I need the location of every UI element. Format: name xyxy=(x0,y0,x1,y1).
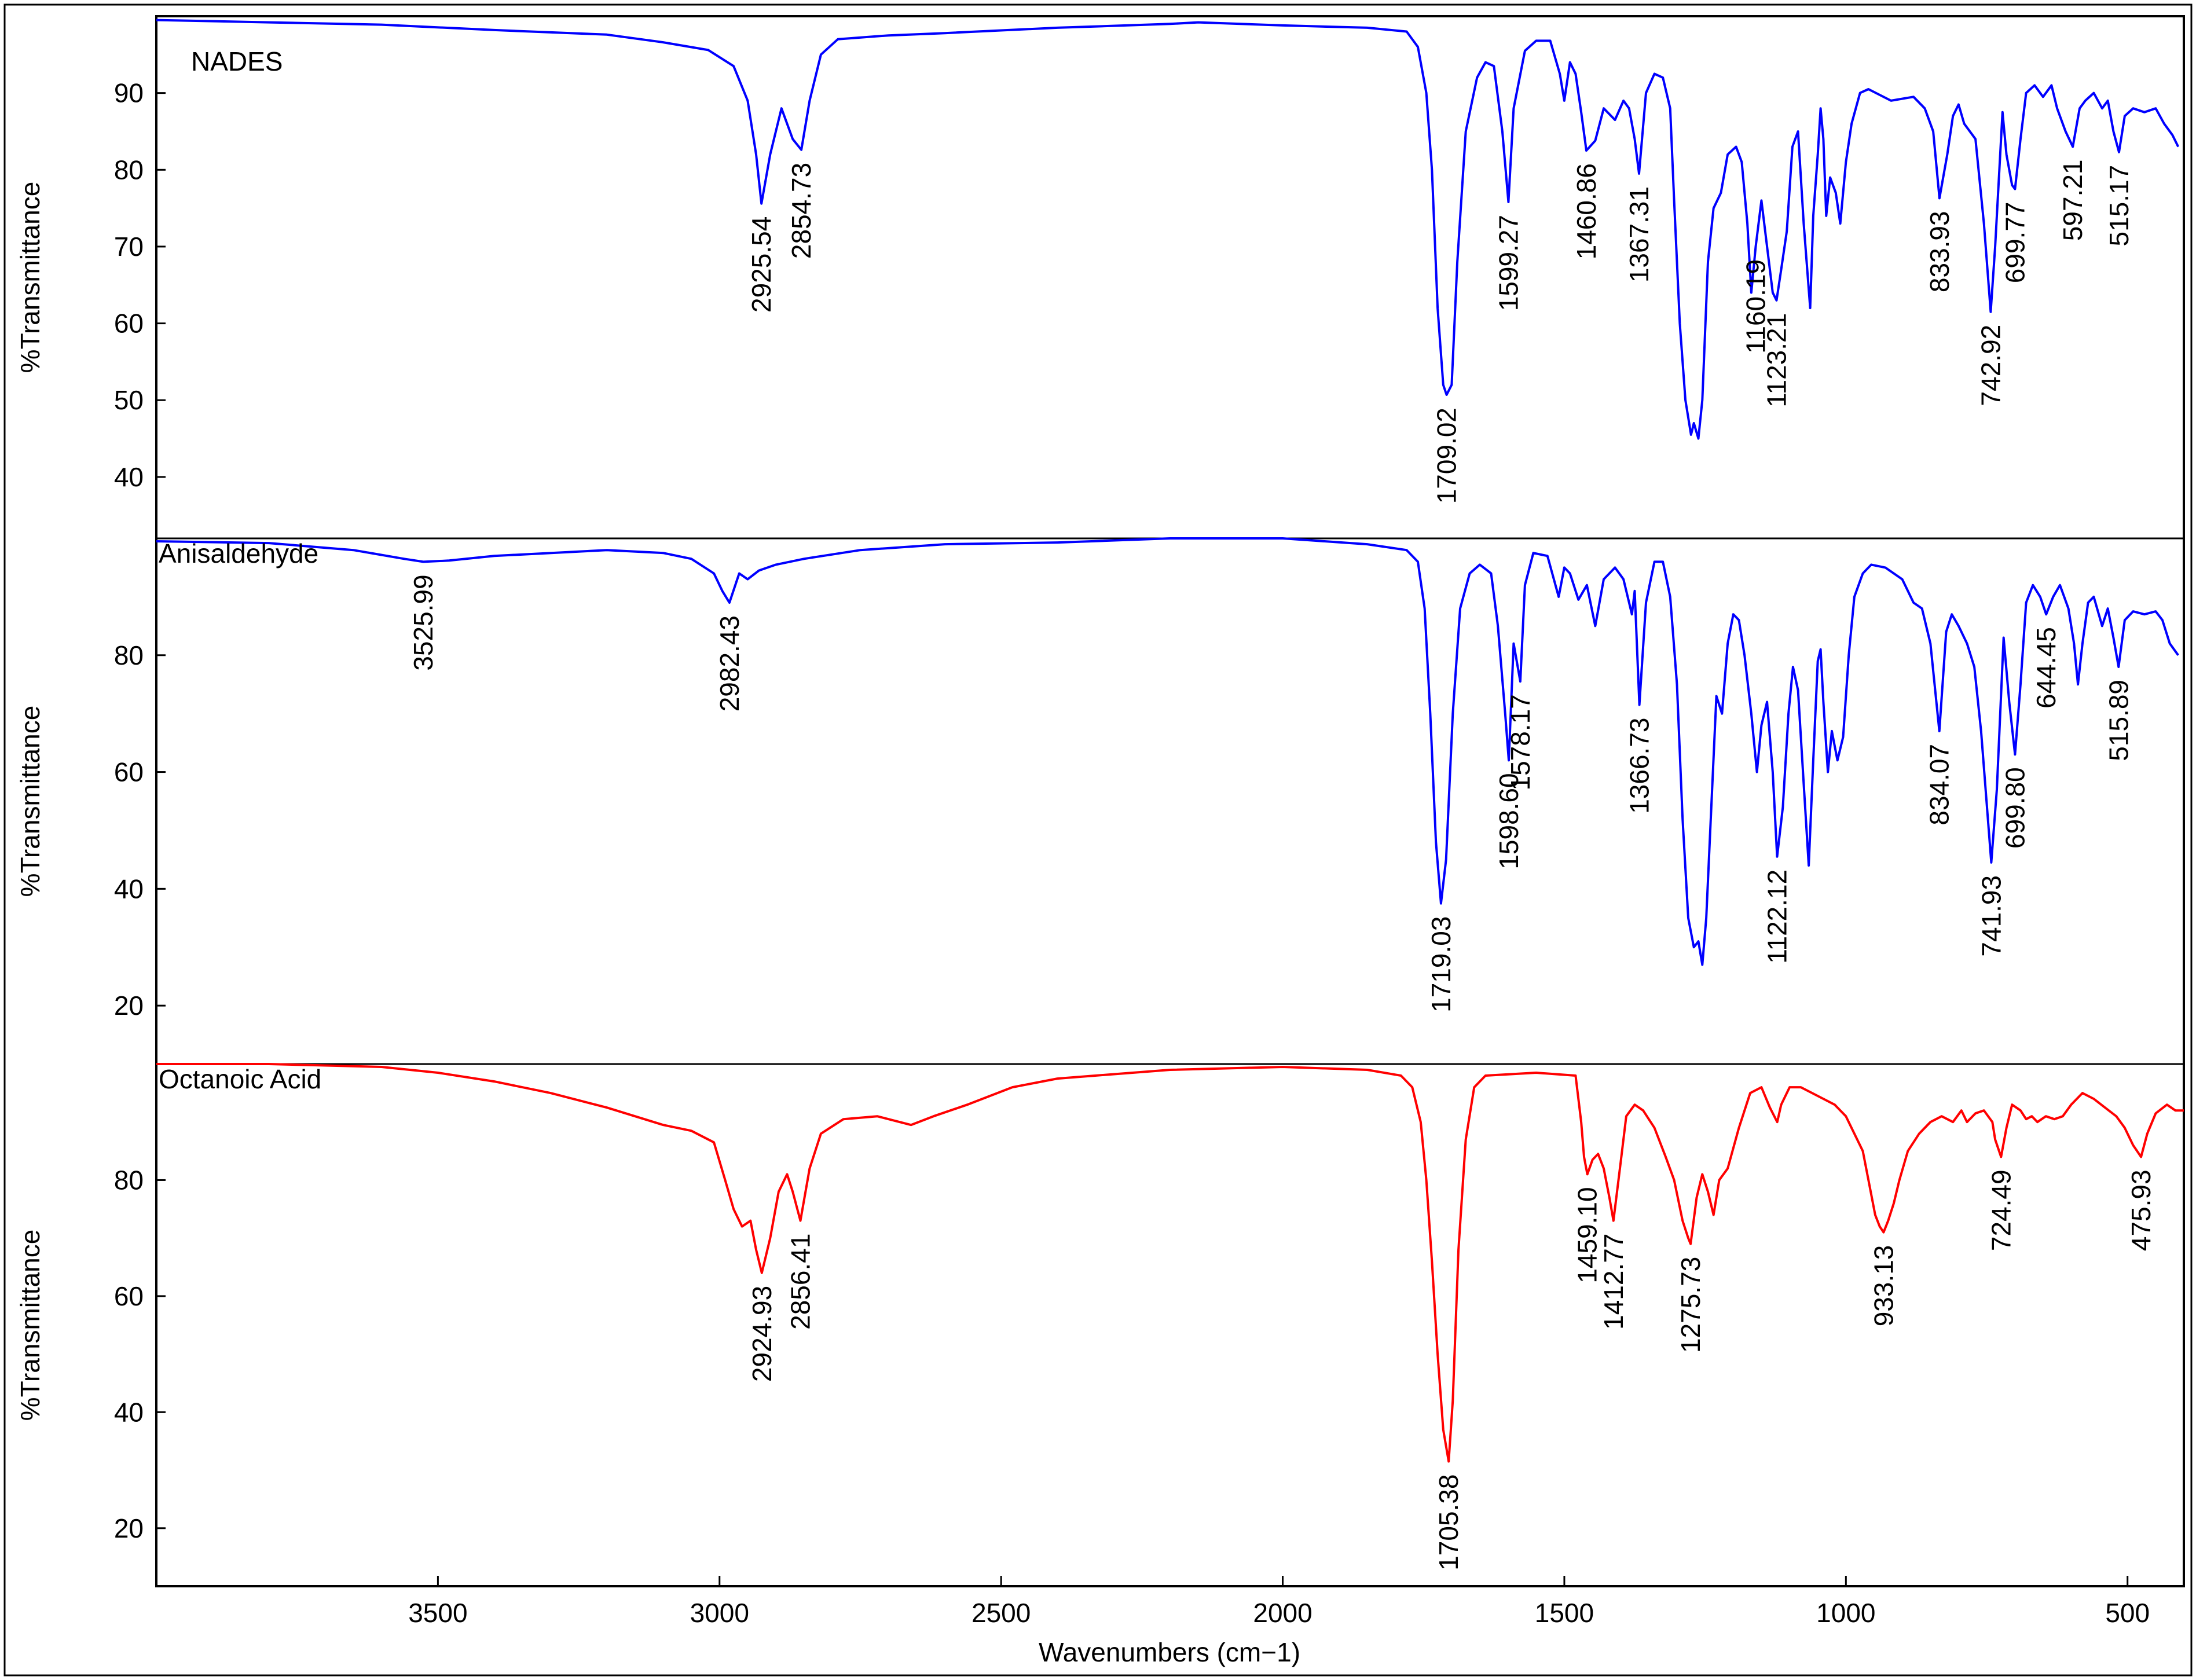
y-tick-label: 80 xyxy=(114,1165,144,1195)
peak-label: 1366.73 xyxy=(1625,718,1655,814)
figure-border xyxy=(3,3,2193,1677)
y-tick-label: 60 xyxy=(114,757,144,787)
peak-label: 1719.03 xyxy=(1426,916,1456,1013)
peak-label: 515.89 xyxy=(2103,680,2133,761)
panel-title: Octanoic Acid xyxy=(159,1064,321,1094)
x-tick-label: 3000 xyxy=(690,1598,749,1628)
peak-label: 1412.77 xyxy=(1599,1234,1629,1330)
peak-label: 3525.99 xyxy=(408,574,438,670)
peak-label: 699.77 xyxy=(2000,202,2030,284)
peak-label: 2924.93 xyxy=(747,1286,777,1382)
y-tick-label: 50 xyxy=(114,385,144,415)
peak-label: 1123.21 xyxy=(1762,313,1792,408)
spectrum-line xyxy=(156,537,2179,966)
peak-label: 1578.17 xyxy=(1505,694,1535,790)
y-axis-label: %Transmittance xyxy=(15,1230,45,1421)
peak-label: 1598.60 xyxy=(1494,773,1524,869)
peak-label: 1122.12 xyxy=(1762,870,1792,964)
y-axis-label: %Transmittance xyxy=(15,706,45,897)
peak-label: 475.93 xyxy=(2126,1169,2156,1251)
peak-label: 1459.10 xyxy=(1572,1187,1603,1283)
peak-label: 741.93 xyxy=(1976,875,2006,957)
spectrum-panel: 20 40 60 80 %Transmittance Anisaldehyde 3525.9… xyxy=(15,537,2184,1021)
y-tick-label: 90 xyxy=(114,78,144,108)
y-tick-label: 80 xyxy=(114,640,144,670)
y-axis-label: %Transmittance xyxy=(15,182,45,373)
x-tick-label: 2500 xyxy=(971,1598,1031,1628)
peak-label: 834.07 xyxy=(1924,744,1955,826)
peak-label: 515.17 xyxy=(2104,165,2134,247)
y-tick-label: 20 xyxy=(114,991,144,1021)
spectrum-panel: 40 50 60 70 80 90 %Transmittance NADES 2925.54 28… xyxy=(15,19,2180,504)
peak-label: 1705.38 xyxy=(1434,1474,1464,1571)
peak-label: 833.93 xyxy=(1924,211,1955,292)
peak-label: 644.45 xyxy=(2031,627,2061,709)
peak-label: 1460.86 xyxy=(1571,163,1601,259)
peak-label: 1367.31 xyxy=(1624,186,1654,283)
peak-label: 2982.43 xyxy=(714,615,745,711)
x-axis-label: Wavenumbers (cm−1) xyxy=(1039,1637,1300,1667)
panel-title: NADES xyxy=(191,46,283,76)
x-tick-label: 1500 xyxy=(1535,1598,1594,1628)
peak-label: 1599.27 xyxy=(1493,215,1523,311)
peak-label: 742.92 xyxy=(1975,325,2006,406)
x-axis: 3500 3000 2500 2000 1500 1000 500 xyxy=(408,1576,2150,1628)
y-tick-label: 20 xyxy=(114,1513,144,1543)
y-tick-label: 40 xyxy=(114,874,144,904)
panel-title: Anisaldehyde xyxy=(159,538,318,568)
plot-frame xyxy=(155,15,2185,1587)
spectrum-line xyxy=(156,1063,2184,1463)
peak-label: 933.13 xyxy=(1868,1245,1898,1327)
spectrum-panel: 20 40 60 80 %Transmittance Octanoic Acid 2924.… xyxy=(15,1063,2184,1571)
y-tick-label: 70 xyxy=(114,232,144,262)
peak-label: 1160.19 xyxy=(1741,259,1771,354)
peak-label: 2856.41 xyxy=(786,1234,816,1330)
y-tick-label: 60 xyxy=(114,1281,144,1311)
peak-label: 2854.73 xyxy=(786,163,816,259)
y-tick-label: 80 xyxy=(114,155,144,185)
peak-label: 2925.54 xyxy=(746,217,776,313)
panels: 40 50 60 70 80 90 %Transmittance NADES 2925.54 28… xyxy=(15,19,2184,1571)
x-tick-label: 1000 xyxy=(1816,1598,1875,1628)
y-tick-label: 40 xyxy=(114,1397,144,1427)
y-tick-label: 60 xyxy=(114,309,144,339)
y-tick-label: 40 xyxy=(114,462,144,492)
peak-label: 1709.02 xyxy=(1432,408,1462,504)
x-tick-label: 2000 xyxy=(1253,1598,1312,1628)
peak-label: 1275.73 xyxy=(1676,1257,1706,1353)
spectrum-line xyxy=(156,19,2180,440)
peak-label: 597.21 xyxy=(2058,160,2088,241)
peak-label: 724.49 xyxy=(1986,1169,2016,1251)
peak-label: 699.80 xyxy=(2000,767,2030,849)
x-tick-label: 3500 xyxy=(408,1598,467,1628)
x-tick-label: 500 xyxy=(2105,1598,2150,1628)
